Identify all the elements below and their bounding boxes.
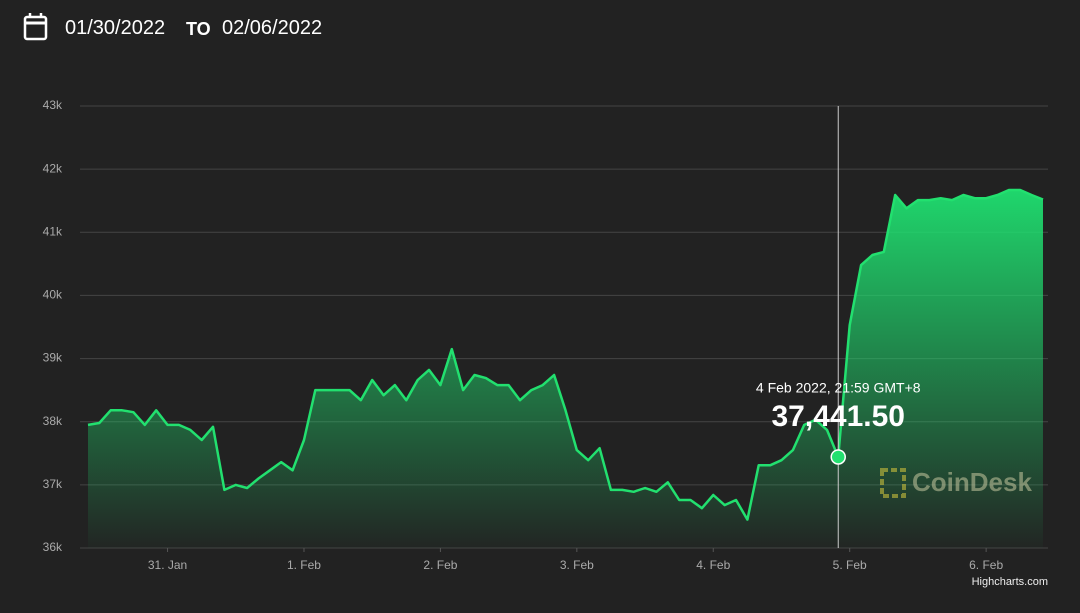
x-tick-label: 2. Feb [423, 558, 457, 572]
x-tick-label: 3. Feb [560, 558, 594, 572]
y-tick-label: 37k [43, 477, 63, 491]
watermark: CoinDesk [912, 467, 1032, 497]
to-label: TO [186, 19, 211, 39]
area-fill [87, 190, 1044, 548]
x-tick-label: 4. Feb [696, 558, 730, 572]
price-line [87, 188, 1044, 521]
y-tick-label: 42k [43, 161, 63, 175]
y-tick-label: 41k [43, 224, 63, 238]
tooltip-date: 4 Feb 2022, 21:59 GMT+8 [756, 380, 921, 396]
y-tick-label: 43k [43, 98, 63, 112]
plot: 36k 37k 38k 39k 40k 41k 42k 43k 31. Jan 1. Feb 2. … [43, 98, 1048, 588]
calendar-icon[interactable] [23, 13, 48, 41]
hover-marker [830, 449, 846, 465]
from-date[interactable]: 01/30/2022 [65, 17, 166, 39]
to-date[interactable]: 02/06/2022 [222, 17, 323, 39]
date-range: 01/30/2022 TO 02/06/2022 [0, 0, 400, 60]
y-tick-label: 39k [43, 351, 63, 365]
x-tick-label: 31. Jan [148, 558, 187, 572]
watermark-logo [880, 468, 906, 498]
x-tick-label: 6. Feb [969, 558, 1003, 572]
credits: Highcharts.com [972, 576, 1048, 588]
y-tick-label: 40k [43, 288, 63, 302]
x-tick-label: 1. Feb [287, 558, 321, 572]
tooltip-value: 37,441.50 [772, 400, 905, 433]
y-tick-label: 36k [43, 540, 63, 554]
y-tick-label: 38k [43, 414, 63, 428]
x-tick-label: 5. Feb [833, 558, 867, 572]
